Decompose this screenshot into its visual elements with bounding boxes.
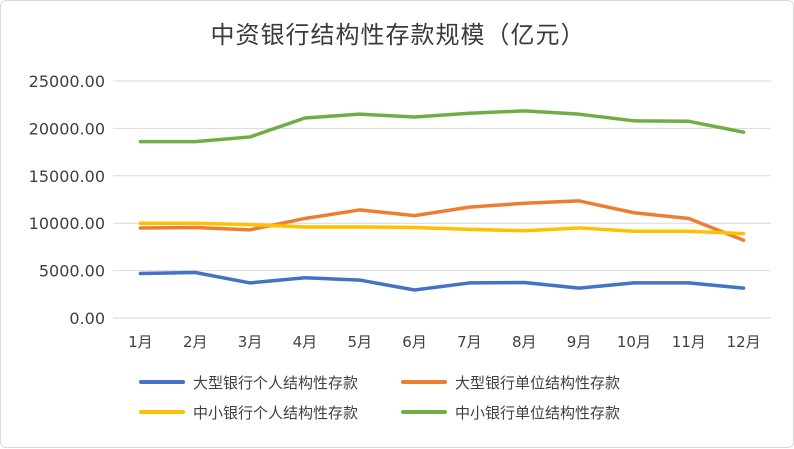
x-tick-label: 7月 [457, 333, 482, 351]
y-tick-label: 15000.00 [29, 167, 105, 186]
series-line-3 [138, 221, 746, 236]
y-tick-label: 0.00 [69, 309, 105, 328]
x-tick-label: 2月 [183, 333, 208, 351]
x-tick-label: 9月 [567, 333, 592, 351]
y-tick-label: 5000.00 [39, 262, 105, 281]
legend-label: 中小银行个人结构性存款 [193, 403, 359, 422]
legend-label: 中小银行单位结构性存款 [455, 403, 621, 422]
legend-swatch [139, 410, 185, 414]
legend-label: 大型银行个人结构性存款 [193, 373, 359, 392]
series-line-4 [138, 109, 746, 144]
series-line-1 [138, 270, 746, 292]
legend-swatch [401, 380, 447, 384]
x-tick-label: 1月 [128, 333, 153, 351]
x-tick-label: 12月 [727, 333, 761, 351]
x-tick-label: 3月 [238, 333, 263, 351]
legend-swatch [401, 410, 447, 414]
x-tick-label: 6月 [402, 333, 427, 351]
y-tick-label: 25000.00 [29, 72, 105, 91]
legend-item: 中小银行单位结构性存款 [401, 401, 663, 423]
legend-label: 大型银行单位结构性存款 [455, 373, 621, 392]
legend-item: 大型银行个人结构性存款 [139, 371, 401, 393]
y-tick-label: 20000.00 [29, 119, 105, 138]
y-tick-label: 10000.00 [29, 214, 105, 233]
chart-title: 中资银行结构性存款规模（亿元） [210, 21, 586, 49]
legend-item: 中小银行个人结构性存款 [139, 401, 401, 423]
x-tick-label: 8月 [512, 333, 537, 351]
series-line-2 [138, 199, 746, 243]
chart-legend: 大型银行个人结构性存款 大型银行单位结构性存款中小银行个人结构性存款 中小银行单位结… [139, 371, 699, 423]
legend-swatch [139, 380, 185, 384]
x-tick-label: 10月 [617, 333, 651, 351]
x-tick-label: 5月 [347, 333, 372, 351]
x-tick-label: 11月 [672, 333, 706, 351]
legend-item: 大型银行单位结构性存款 [401, 371, 663, 393]
x-tick-label: 4月 [293, 333, 318, 351]
